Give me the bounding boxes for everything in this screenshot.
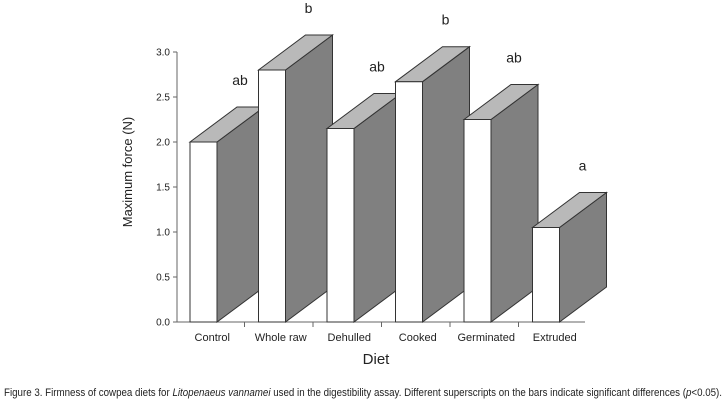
bar	[530, 191, 609, 323]
x-tick-label: Dehulled	[328, 332, 371, 344]
bar	[188, 106, 266, 323]
caption-text: <0.05).	[691, 387, 722, 399]
bar-front	[395, 81, 423, 323]
bar	[393, 45, 472, 323]
bar-front	[189, 141, 218, 323]
bar-front	[326, 128, 355, 323]
y-tick-label: 0.5	[156, 273, 170, 284]
bar-front	[463, 119, 492, 323]
y-tick-label: 1.0	[156, 228, 170, 239]
significance-label: ab	[506, 50, 522, 66]
y-tick-label: 1.5	[156, 183, 170, 194]
caption: Figure 3. Firmness of cowpea diets for L…	[4, 387, 722, 399]
x-tick-label: Extruded	[533, 332, 577, 344]
bar-side	[490, 83, 539, 323]
bar-side	[353, 92, 402, 323]
significance-label: b	[305, 0, 313, 16]
bar	[462, 83, 540, 323]
caption-text: used in the digestibility assay. Differe…	[271, 387, 687, 399]
caption-text: Figure 3. Firmness of cowpea diets for	[4, 387, 172, 399]
bar-side	[285, 34, 333, 323]
y-tick-label: 0.0	[156, 318, 170, 329]
bar-side	[216, 106, 265, 323]
caption-species: Litopenaeus vannamei	[172, 387, 271, 399]
bar	[325, 92, 403, 323]
x-tick-label: Germinated	[458, 332, 515, 344]
significance-label: a	[579, 158, 587, 174]
significance-label: ab	[369, 59, 385, 75]
caption-p: p	[685, 387, 691, 399]
y-tick-label: 2.5	[156, 93, 170, 104]
bar	[256, 34, 335, 323]
x-axis-label: Diet	[363, 351, 391, 368]
x-tick-label: Cooked	[399, 332, 437, 344]
bar-front	[532, 227, 560, 323]
significance-label: b	[442, 12, 450, 28]
y-tick-label: 2.0	[156, 138, 170, 149]
y-axis-label: Maximum force (N)	[120, 117, 135, 228]
significance-label: ab	[232, 72, 248, 88]
bar-front	[258, 69, 286, 323]
bar-side	[422, 45, 470, 323]
y-tick-label: 3.0	[156, 48, 170, 59]
x-tick-label: Control	[195, 332, 230, 344]
x-tick-label: Whole raw	[255, 332, 307, 344]
